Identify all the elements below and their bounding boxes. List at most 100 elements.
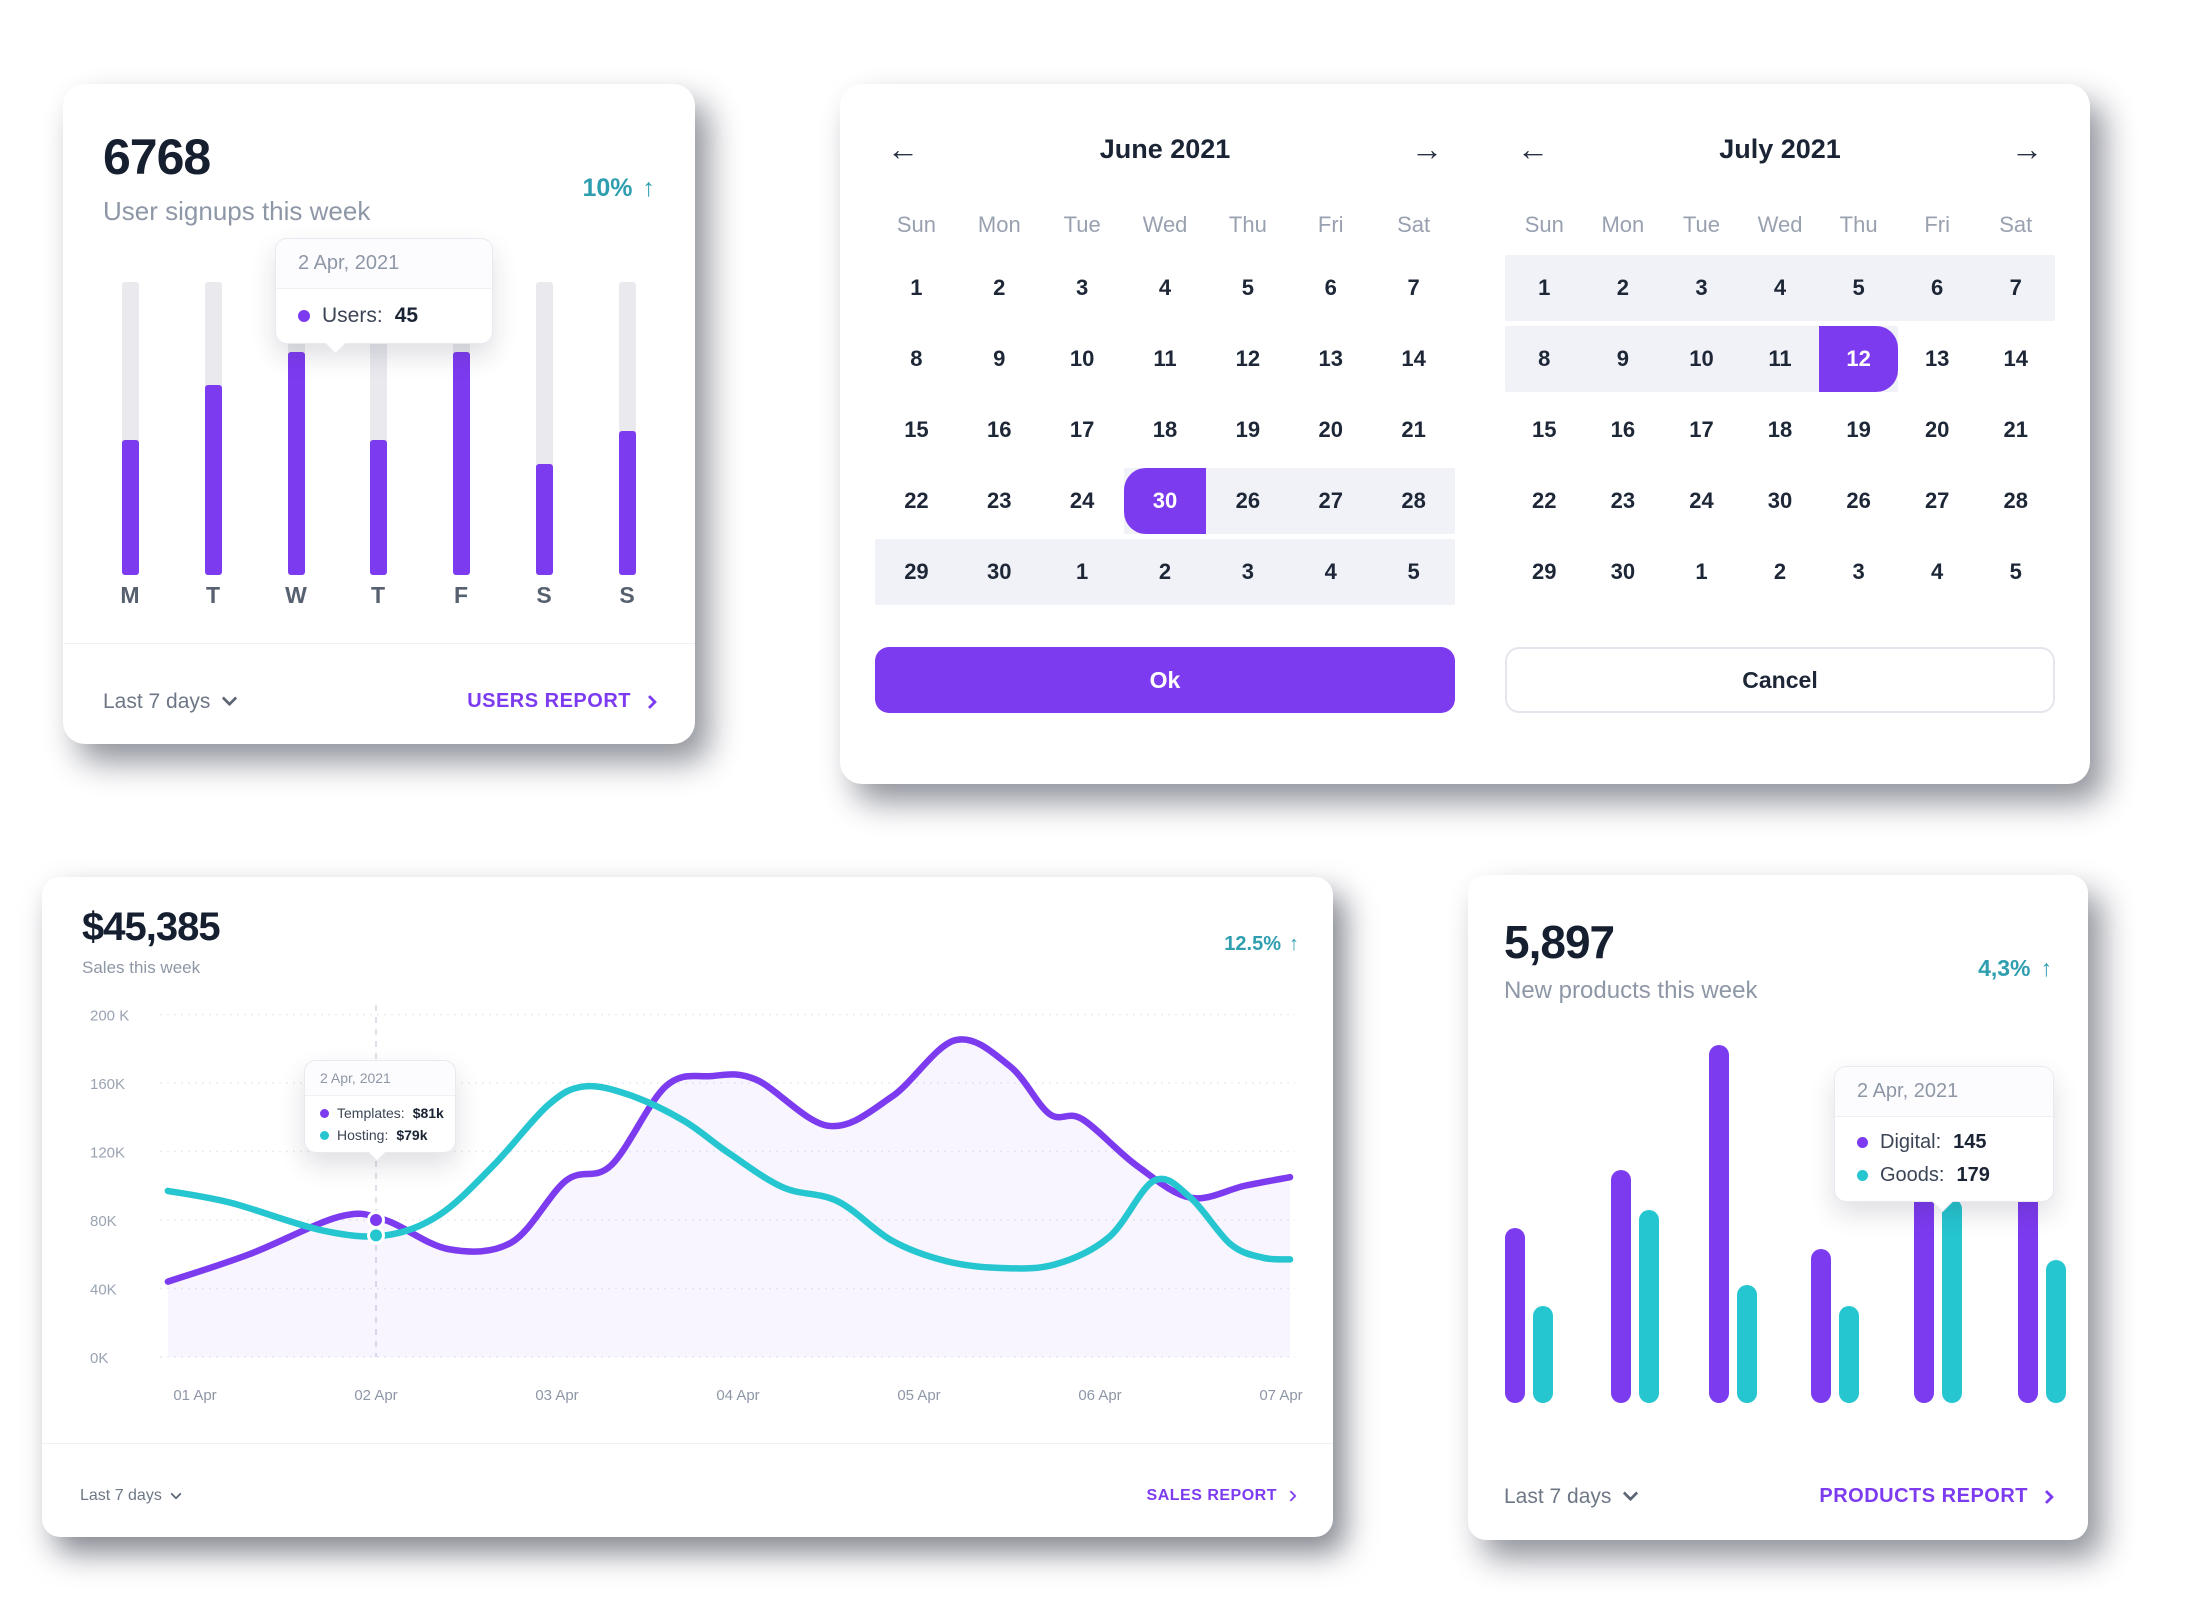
day-cell[interactable]: 9	[993, 346, 1006, 371]
day-cell[interactable]: 4	[1931, 559, 1944, 584]
day-cell[interactable]: 29	[904, 559, 929, 584]
day-cell[interactable]: 8	[910, 346, 923, 371]
goods-bar[interactable]	[1839, 1306, 1859, 1403]
day-cell[interactable]: 4	[1158, 275, 1172, 300]
day-cell[interactable]: 21	[2003, 417, 2028, 442]
products-range-select[interactable]: Last 7 days	[1504, 1485, 1639, 1509]
digital-bar[interactable]	[1709, 1045, 1729, 1403]
products-report-link[interactable]: PRODUCTS REPORT	[1819, 1485, 2055, 1508]
signup-bar-track[interactable]	[204, 282, 222, 575]
day-cell[interactable]: 3	[1241, 559, 1254, 584]
signup-bar-track[interactable]	[618, 282, 636, 575]
day-cell[interactable]: 5	[2009, 559, 2022, 584]
day-cell[interactable]: 16	[1610, 417, 1636, 442]
sales-report-link[interactable]: SALES REPORT	[1147, 1487, 1297, 1505]
day-cell[interactable]: 2	[1616, 275, 1629, 300]
day-cell[interactable]: 1	[1695, 559, 1708, 584]
goods-bar[interactable]	[1639, 1210, 1659, 1403]
day-cell[interactable]: 30	[987, 559, 1012, 584]
day-cell[interactable]: 11	[1153, 346, 1177, 371]
cancel-button[interactable]: Cancel	[1505, 647, 2055, 713]
day-cell[interactable]: 10	[1069, 346, 1095, 371]
day-cell[interactable]: 5	[1241, 275, 1254, 300]
digital-bar[interactable]	[1611, 1170, 1631, 1403]
day-cell[interactable]: 16	[987, 417, 1012, 442]
day-cell[interactable]: 3	[1852, 559, 1865, 584]
goods-bar[interactable]	[1533, 1306, 1553, 1403]
day-cell[interactable]: 24	[1689, 488, 1714, 513]
signup-bar-track[interactable]	[121, 282, 139, 575]
day-cell[interactable]: 18	[1767, 417, 1793, 442]
day-cell[interactable]: 7	[2009, 275, 2022, 300]
day-cell[interactable]: 6	[1931, 275, 1944, 300]
day-cell[interactable]: 9	[1616, 346, 1629, 371]
day-cell[interactable]: 30	[1610, 559, 1636, 584]
day-cell[interactable]: 5	[1852, 275, 1865, 300]
day-cell[interactable]: 1	[1076, 559, 1089, 584]
digital-bar[interactable]	[2018, 1188, 2038, 1403]
goods-bar[interactable]	[1737, 1285, 1757, 1403]
day-cell[interactable]: 22	[1532, 488, 1557, 513]
day-cell[interactable]: 14	[2003, 346, 2028, 371]
users-report-link[interactable]: USERS REPORT	[467, 690, 658, 713]
day-cell[interactable]: 20	[1318, 417, 1343, 442]
day-cell[interactable]: 21	[1401, 417, 1426, 442]
goods-bar[interactable]	[2046, 1260, 2066, 1403]
day-cell[interactable]: 22	[904, 488, 929, 513]
day-cell[interactable]: 3	[1076, 275, 1089, 300]
day-cell[interactable]: 18	[1152, 417, 1178, 442]
prev-month-arrow-icon[interactable]: ←	[887, 131, 919, 167]
day-cell[interactable]: 12	[1235, 346, 1261, 371]
day-cell[interactable]: 1	[1538, 275, 1551, 300]
signup-bar-track[interactable]	[535, 282, 553, 575]
day-cell[interactable]: 14	[1401, 346, 1426, 371]
day-cell[interactable]: 4	[1773, 275, 1787, 300]
day-cell[interactable]: 23	[987, 488, 1012, 513]
day-cell[interactable]: 10	[1689, 346, 1714, 371]
day-cell[interactable]: 6	[1324, 275, 1337, 300]
day-cell[interactable]: 3	[1695, 275, 1708, 300]
day-cell[interactable]: 2	[1773, 559, 1787, 584]
day-cell[interactable]: 27	[1924, 488, 1950, 513]
ok-button[interactable]: Ok	[875, 647, 1455, 713]
day-cell[interactable]: 20	[1924, 417, 1950, 442]
day-cell[interactable]: 29	[1532, 559, 1557, 584]
day-cell[interactable]: 15	[904, 417, 929, 442]
day-cell[interactable]: 8	[1538, 346, 1551, 371]
day-cell[interactable]: 30	[1123, 468, 1207, 534]
day-cell[interactable]: 19	[1235, 417, 1261, 442]
day-cell[interactable]: 17	[1069, 417, 1095, 442]
sales-range-select[interactable]: Last 7 days	[80, 1487, 182, 1505]
signups-range-select[interactable]: Last 7 days	[103, 690, 238, 714]
day-cell[interactable]: 4	[1324, 559, 1337, 584]
day-cell[interactable]: 11	[1768, 346, 1792, 371]
signup-bar-track[interactable]	[287, 282, 305, 575]
day-cell[interactable]: 13	[1924, 346, 1950, 371]
day-cell[interactable]: 12	[1819, 326, 1898, 392]
day-cell[interactable]: 26	[1235, 488, 1261, 513]
day-cell[interactable]: 26	[1846, 488, 1871, 513]
day-cell[interactable]: 19	[1846, 417, 1871, 442]
digital-bar[interactable]	[1914, 1188, 1934, 1403]
next-month-arrow-icon[interactable]: →	[2011, 131, 2043, 167]
prev-month-arrow-icon[interactable]: ←	[1517, 131, 1549, 167]
signup-bar-track[interactable]	[369, 282, 387, 575]
goods-bar[interactable]	[1942, 1199, 1962, 1403]
day-cell[interactable]: 23	[1610, 488, 1636, 513]
digital-bar[interactable]	[1505, 1228, 1525, 1403]
day-cell[interactable]: 5	[1407, 559, 1420, 584]
day-cell[interactable]: 1	[910, 275, 923, 300]
signup-bar-track[interactable]	[452, 282, 470, 575]
day-cell[interactable]: 17	[1689, 417, 1714, 442]
day-cell[interactable]: 28	[1401, 488, 1426, 513]
day-cell[interactable]: 13	[1318, 346, 1343, 371]
day-cell[interactable]: 27	[1318, 488, 1343, 513]
day-cell[interactable]: 30	[1767, 488, 1793, 513]
day-cell[interactable]: 24	[1069, 488, 1095, 513]
day-cell[interactable]: 2	[1158, 559, 1172, 584]
day-cell[interactable]: 15	[1532, 417, 1557, 442]
day-cell[interactable]: 28	[2003, 488, 2028, 513]
day-cell[interactable]: 7	[1407, 275, 1420, 300]
next-month-arrow-icon[interactable]: →	[1411, 131, 1443, 167]
day-cell[interactable]: 2	[993, 275, 1006, 300]
